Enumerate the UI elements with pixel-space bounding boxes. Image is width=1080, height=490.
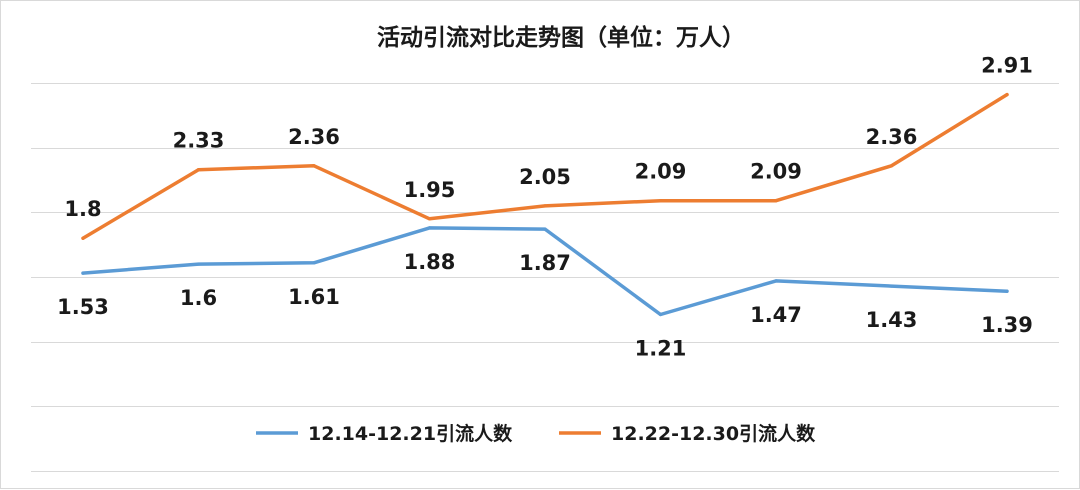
data-point xyxy=(543,227,547,231)
data-point xyxy=(427,226,432,230)
data-point xyxy=(196,168,201,172)
data-point xyxy=(312,261,316,265)
gridlines xyxy=(31,83,1059,472)
legend-label: 12.22-12.30引流人数 xyxy=(611,422,816,445)
data-point xyxy=(774,279,778,283)
data-label: 2.33 xyxy=(173,129,225,153)
data-label: 2.36 xyxy=(288,125,340,149)
data-point xyxy=(427,217,432,221)
data-label: 1.21 xyxy=(635,337,687,361)
data-label: 1.6 xyxy=(180,286,217,310)
data-label: 2.09 xyxy=(750,160,802,184)
series-layer xyxy=(81,92,1009,317)
data-point xyxy=(658,199,663,203)
data-point xyxy=(543,204,547,208)
legend-label: 12.14-12.21引流人数 xyxy=(308,422,513,445)
data-label: 1.88 xyxy=(404,250,456,274)
data-label: 1.87 xyxy=(519,251,571,275)
data-labels: 1.53 1.6 1.61 1.88 1.87 1.21 1.47 1.43 1.39 1.8 2.… xyxy=(57,54,1033,361)
data-label: 1.61 xyxy=(288,285,340,309)
data-label: 2.05 xyxy=(519,165,571,189)
data-point xyxy=(312,164,316,168)
data-point xyxy=(774,199,778,203)
legend: 12.14-12.21引流人数 12.22-12.30引流人数 xyxy=(256,422,816,445)
data-label: 1.8 xyxy=(64,197,101,221)
chart-title: 活动引流对比走势图（单位：万人） xyxy=(377,24,745,51)
data-point xyxy=(889,164,894,168)
data-point xyxy=(81,271,85,275)
data-point xyxy=(1005,289,1009,293)
data-label: 2.09 xyxy=(635,160,687,184)
data-label: 1.53 xyxy=(57,295,109,319)
data-label: 2.91 xyxy=(981,54,1033,78)
data-label: 1.43 xyxy=(866,308,918,332)
data-point xyxy=(889,284,894,288)
data-point xyxy=(196,262,201,266)
data-label: 2.36 xyxy=(866,125,918,149)
data-point xyxy=(81,236,85,240)
data-point xyxy=(1005,93,1009,97)
data-label: 1.39 xyxy=(981,313,1033,337)
data-label: 1.95 xyxy=(404,178,456,202)
data-label: 1.47 xyxy=(750,303,802,327)
data-point xyxy=(658,312,663,317)
